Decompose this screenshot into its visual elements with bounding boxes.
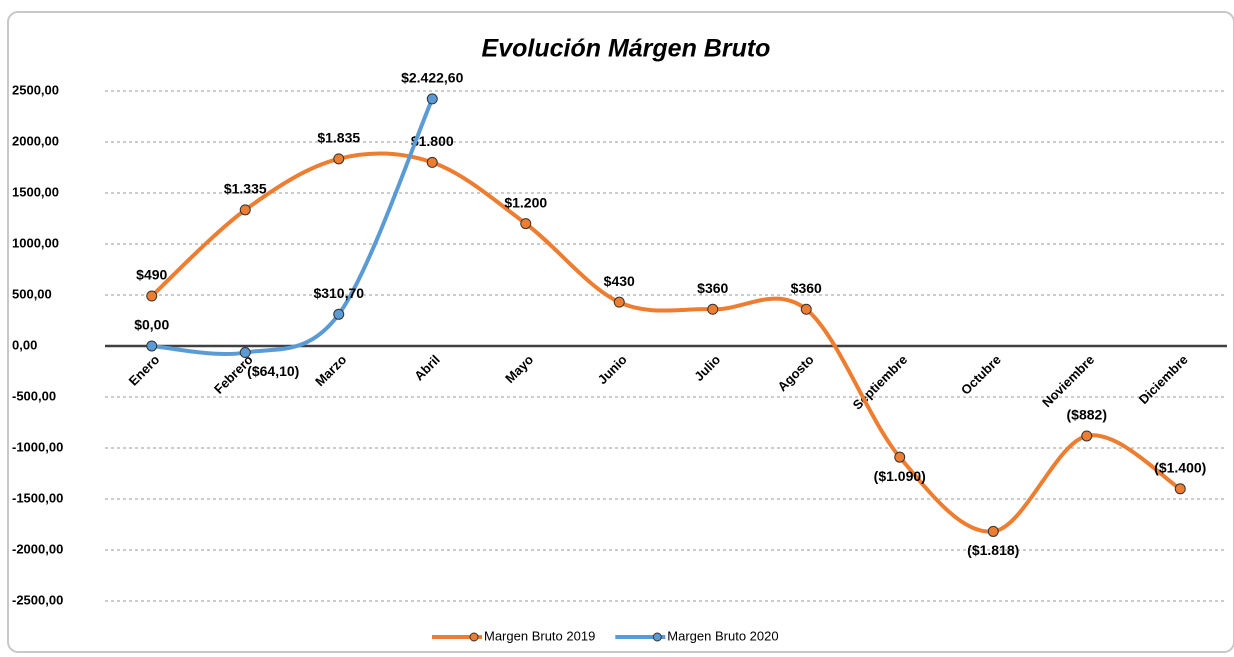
data-label: ($882)	[1067, 407, 1107, 423]
data-point	[520, 218, 532, 230]
chart-title: Evolución Márgen Bruto	[482, 35, 771, 63]
data-point	[333, 308, 345, 320]
y-tick-label: -1000,00	[12, 439, 63, 454]
data-label: $1.800	[411, 133, 454, 149]
y-tick-label: 2500,00	[12, 82, 59, 97]
data-label: $430	[604, 273, 635, 289]
data-point	[1081, 430, 1093, 442]
data-label: $360	[791, 280, 822, 296]
y-tick-label: 2000,00	[12, 133, 59, 148]
data-point	[987, 525, 999, 537]
data-point	[146, 290, 158, 302]
data-label: $490	[136, 267, 167, 283]
y-tick-label: 1500,00	[12, 184, 59, 199]
data-point	[800, 303, 812, 315]
legend-label: Margen Bruto 2019	[484, 628, 595, 643]
y-tick-label: 500,00	[12, 286, 52, 301]
data-label: $310,70	[313, 285, 364, 301]
series-line	[149, 151, 1183, 534]
data-point	[1174, 483, 1186, 495]
data-label: $360	[697, 280, 728, 296]
data-point	[239, 347, 251, 359]
data-label: ($1.818)	[967, 542, 1019, 558]
data-point	[239, 204, 251, 216]
data-point	[426, 93, 438, 105]
y-tick-label: 0,00	[12, 337, 37, 352]
data-point	[707, 303, 719, 315]
data-point	[426, 156, 438, 168]
legend-marker	[469, 632, 479, 642]
data-point	[146, 340, 158, 352]
y-tick-label: -500,00	[12, 388, 56, 403]
data-label: $2.422,60	[401, 70, 463, 86]
data-point	[894, 451, 906, 463]
data-label: ($64,10)	[247, 363, 299, 379]
chart-frame	[7, 11, 1234, 653]
series-line	[149, 96, 435, 356]
y-tick-label: 1000,00	[12, 235, 59, 250]
data-label: ($1.400)	[1154, 460, 1206, 476]
legend-marker	[652, 632, 662, 642]
data-point	[333, 153, 345, 165]
data-label: ($1.090)	[874, 468, 926, 484]
data-label: $0,00	[134, 317, 169, 333]
data-label: $1.835	[317, 130, 360, 146]
y-tick-label: -2000,00	[12, 541, 63, 556]
data-label: $1.200	[504, 194, 547, 210]
y-tick-label: -1500,00	[12, 490, 63, 505]
data-label: $1.335	[224, 181, 267, 197]
y-tick-label: -2500,00	[12, 592, 63, 607]
data-point	[613, 296, 625, 308]
legend-label: Margen Bruto 2020	[667, 628, 778, 643]
